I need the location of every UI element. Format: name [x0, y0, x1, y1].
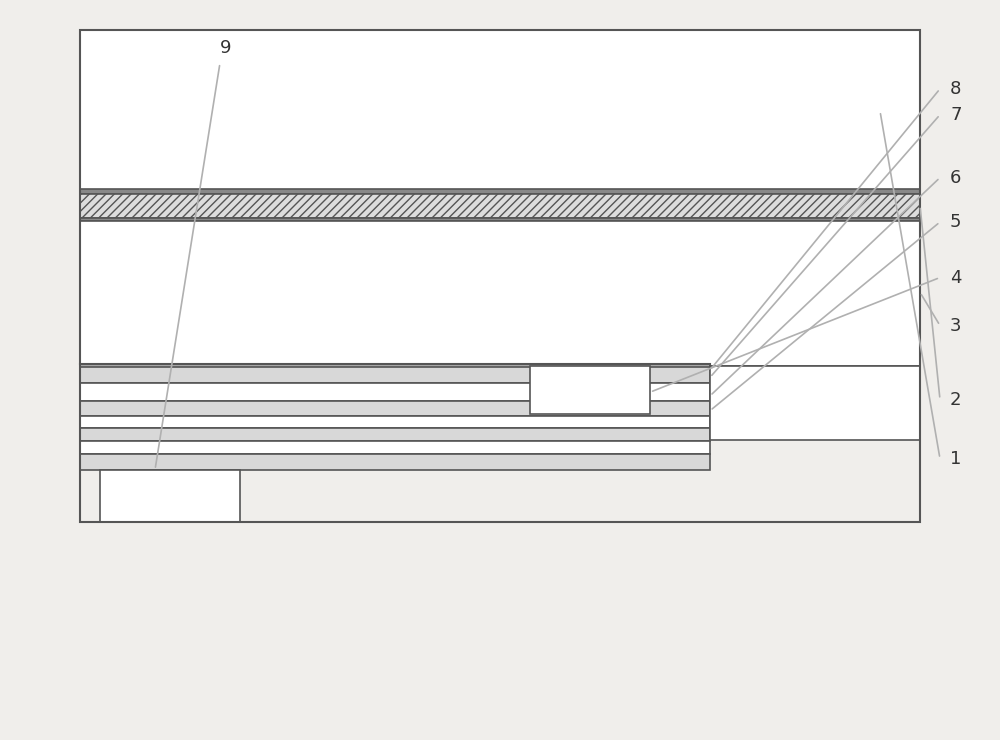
Text: 6: 6 [950, 169, 961, 186]
Bar [80, 401, 710, 416]
Bar [80, 366, 710, 383]
Text: 7: 7 [950, 106, 962, 124]
Text: 8: 8 [950, 80, 961, 98]
Bar [100, 470, 240, 522]
Bar [80, 194, 920, 218]
Bar [710, 366, 920, 440]
Bar [80, 441, 710, 454]
Text: 1: 1 [950, 450, 961, 468]
Bar [80, 364, 710, 367]
Text: 2: 2 [950, 391, 962, 408]
Text: 3: 3 [950, 317, 962, 334]
Text: 5: 5 [950, 213, 962, 231]
Bar [80, 383, 710, 401]
Bar [80, 416, 710, 428]
Text: 9: 9 [220, 39, 232, 57]
Bar [80, 428, 710, 441]
Text: 4: 4 [950, 269, 962, 286]
Bar [80, 218, 920, 221]
Bar [80, 454, 710, 470]
Bar [80, 30, 920, 522]
Bar [80, 30, 920, 192]
Bar [530, 366, 650, 414]
Bar [80, 189, 920, 194]
Bar [80, 221, 920, 366]
